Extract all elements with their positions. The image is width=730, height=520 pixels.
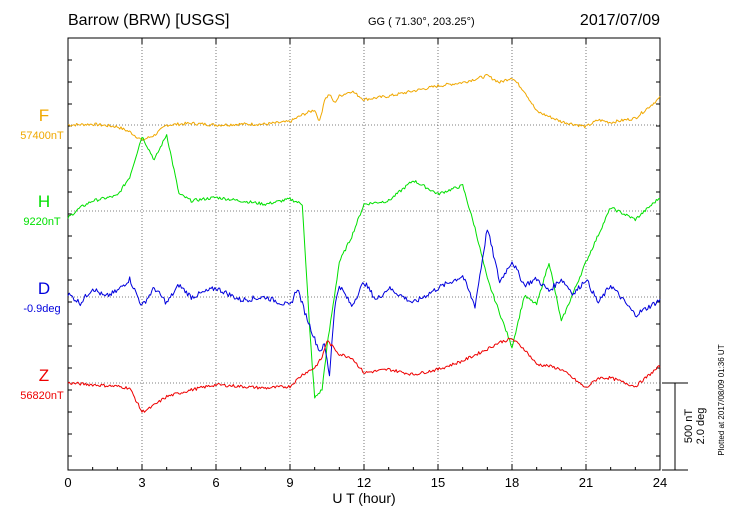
x-tick-label-0: 0 [64, 475, 71, 490]
scale-bar-nt: 500 nT [683, 409, 695, 444]
grid [68, 38, 660, 470]
scale-bar-deg: 2.0 deg [695, 408, 707, 445]
series-baseline-H: 9220nT [23, 216, 61, 228]
series-name-H: H [38, 192, 50, 211]
series-line-Z [67, 337, 661, 413]
series-baseline-Z: 56820nT [20, 390, 64, 402]
series-line-D [67, 229, 661, 377]
x-tick-label-6: 6 [212, 475, 219, 490]
x-tick-label-12: 12 [357, 475, 371, 490]
series-name-D: D [38, 279, 50, 298]
x-axis-ticks: 0 3 6 9 12 15 18 21 24 [64, 38, 667, 490]
x-tick-label-21: 21 [579, 475, 593, 490]
x-axis-label: U T (hour) [332, 490, 395, 506]
date-label: 2017/07/09 [580, 12, 660, 29]
series-name-F: F [39, 106, 49, 125]
station-title: Barrow (BRW) [USGS] [68, 12, 230, 29]
series-labels: F 57400nT H 9220nT D -0.9deg Z 56820nT [20, 106, 64, 402]
x-tick-label-9: 9 [286, 475, 293, 490]
series-baseline-D: -0.9deg [23, 303, 60, 315]
series-baseline-F: 57400nT [20, 130, 64, 142]
x-tick-label-18: 18 [505, 475, 519, 490]
scale-bar: 500 nT 2.0 deg [662, 382, 707, 471]
x-tick-label-24: 24 [653, 475, 667, 490]
x-tick-label-15: 15 [431, 475, 445, 490]
plotted-at-label: Plotted at 2017/08/09 01:36 UT [717, 344, 726, 455]
series-name-Z: Z [39, 366, 49, 385]
series-line-F [67, 74, 661, 141]
coords-label: GG ( 71.30°, 203.25°) [368, 16, 475, 28]
series-lines [67, 74, 661, 413]
x-tick-label-3: 3 [138, 475, 145, 490]
series-line-H [67, 134, 661, 399]
